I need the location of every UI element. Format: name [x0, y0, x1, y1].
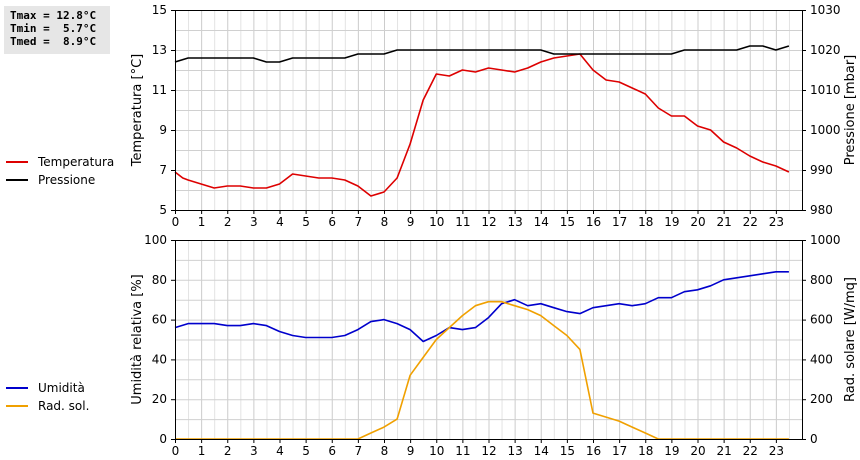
chart1-xtick-label: 4	[276, 215, 284, 229]
chart1-xtick-label: 3	[250, 215, 258, 229]
chart2-xtick-label: 19	[664, 444, 679, 458]
legend-top: Temperatura Pressione	[6, 153, 114, 189]
chart2-ytick-right-label: 200	[810, 392, 833, 406]
chart1-xtick-label: 0	[172, 215, 180, 229]
legend-label-umidita: Umidità	[38, 381, 85, 395]
legend-item-temperatura: Temperatura	[6, 153, 114, 171]
stat-tmed: Tmed = 8.9°C	[10, 35, 97, 48]
stat-tmin: Tmin = 5.7°C	[10, 22, 97, 35]
legend-swatch-pressione	[6, 179, 28, 181]
chart1-xtick-label: 16	[586, 215, 601, 229]
chart2-xtick-label: 20	[690, 444, 705, 458]
chart1-xtick-label: 5	[302, 215, 310, 229]
chart2-xtick-label: 17	[612, 444, 627, 458]
chart2-xtick-label: 8	[381, 444, 389, 458]
chart1-xtick-label: 23	[769, 215, 784, 229]
chart2-ytick-left-label: 20	[152, 392, 167, 406]
chart2-xtick-label: 5	[302, 444, 310, 458]
chart1-ytick-left-label: 15	[152, 3, 167, 17]
chart1-xtick-label: 12	[481, 215, 496, 229]
chart1-xtick-label: 7	[355, 215, 363, 229]
chart2-xtick-label: 14	[534, 444, 549, 458]
chart2-ylabel-right: Rad. solare [W/mq]	[843, 277, 858, 402]
chart1-xtick-label: 17	[612, 215, 627, 229]
chart2-xtick-label: 7	[355, 444, 363, 458]
chart2-ytick-left-label: 60	[152, 313, 167, 327]
chart2-xtick-label: 3	[250, 444, 258, 458]
chart2-xtick-label: 15	[560, 444, 575, 458]
chart1-ytick-right-label: 1000	[810, 123, 841, 137]
stats-box: Tmax = 12.8°C Tmin = 5.7°C Tmed = 8.9°C	[4, 6, 110, 54]
chart2-ytick-left-label: 0	[159, 432, 167, 446]
legend-item-pressione: Pressione	[6, 171, 114, 189]
chart1-ytick-left-label: 7	[159, 163, 167, 177]
chart2-ytick-right-label: 600	[810, 313, 833, 327]
chart1-xtick-label: 1	[198, 215, 206, 229]
chart2-xtick-label: 4	[276, 444, 284, 458]
chart2-xtick-label: 18	[638, 444, 653, 458]
legend-bottom: Umidità Rad. sol.	[6, 379, 89, 415]
chart1-xtick-label: 9	[407, 215, 415, 229]
chart1-ylabel-right: Pressione [mbar]	[843, 55, 858, 166]
chart2-ytick-right-label: 0	[810, 432, 818, 446]
legend-label-temperatura: Temperatura	[38, 155, 115, 169]
chart2-xtick-label: 16	[586, 444, 601, 458]
chart1-xtick-label: 13	[507, 215, 522, 229]
chart1-ylabel-left: Temperatura [°C]	[130, 54, 145, 167]
legend-swatch-umidita	[6, 387, 28, 389]
chart1-ytick-right-label: 1010	[810, 83, 841, 97]
chart1-xtick-label: 6	[328, 215, 336, 229]
chart1-xtick-label: 14	[534, 215, 549, 229]
legend-swatch-temperatura	[6, 161, 28, 163]
chart1-xtick-label: 11	[455, 215, 470, 229]
legend-swatch-radsol	[6, 405, 28, 407]
stat-tmax: Tmax = 12.8°C	[10, 9, 97, 22]
chart2-xtick-label: 22	[743, 444, 758, 458]
chart2-xtick-label: 1	[198, 444, 206, 458]
chart2-xtick-label: 0	[172, 444, 180, 458]
chart1-xtick-label: 19	[664, 215, 679, 229]
legend-item-radsol: Rad. sol.	[6, 397, 89, 415]
chart1-ytick-left-label: 9	[159, 123, 167, 137]
chart1-series-2-line	[174, 45, 790, 63]
legend-label-pressione: Pressione	[38, 173, 96, 187]
chart1-xtick-label: 20	[690, 215, 705, 229]
chart1-xtick-label: 15	[560, 215, 575, 229]
chart2-ytick-left-label: 100	[144, 233, 167, 247]
chart2-xtick-label: 6	[328, 444, 336, 458]
chart2-ytick-right-label: 1000	[810, 233, 841, 247]
chart2-ytick-left-label: 80	[152, 273, 167, 287]
chart2-xtick-label: 2	[224, 444, 232, 458]
chart2-ytick-left-label: 40	[152, 352, 167, 366]
chart2-ylabel-left: Umidità relativa [%]	[130, 274, 145, 404]
legend-label-radsol: Rad. sol.	[38, 399, 90, 413]
chart1-ytick-right-label: 1030	[810, 3, 841, 17]
chart2-ytick-right-label: 800	[810, 273, 833, 287]
chart1-xtick-label: 8	[381, 215, 389, 229]
chart1-ytick-right-label: 980	[810, 203, 833, 217]
legend-item-umidita: Umidità	[6, 379, 89, 397]
chart1-ytick-right-label: 990	[810, 163, 833, 177]
chart1-ytick-left-label: 11	[152, 83, 167, 97]
chart2-xtick-label: 21	[716, 444, 731, 458]
chart2-xtick-label: 9	[407, 444, 415, 458]
chart1-xtick-label: 18	[638, 215, 653, 229]
chart1-ytick-right-label: 1020	[810, 43, 841, 57]
chart2-xtick-label: 23	[769, 444, 784, 458]
chart1-xtick-label: 22	[743, 215, 758, 229]
chart2-series-1-line	[174, 270, 789, 343]
chart1-ytick-left-label: 5	[159, 203, 167, 217]
chart1-series-1-line	[174, 53, 790, 197]
chart1-xtick-label: 2	[224, 215, 232, 229]
chart2-xtick-label: 11	[455, 444, 470, 458]
chart1-xtick-label: 21	[716, 215, 731, 229]
chart2-xtick-label: 13	[507, 444, 522, 458]
chart1-ytick-left-label: 13	[152, 43, 167, 57]
chart1-xtick-label: 10	[429, 215, 444, 229]
chart2-ytick-right-label: 400	[810, 352, 833, 366]
chart2-xtick-label: 10	[429, 444, 444, 458]
chart2-xtick-label: 12	[481, 444, 496, 458]
